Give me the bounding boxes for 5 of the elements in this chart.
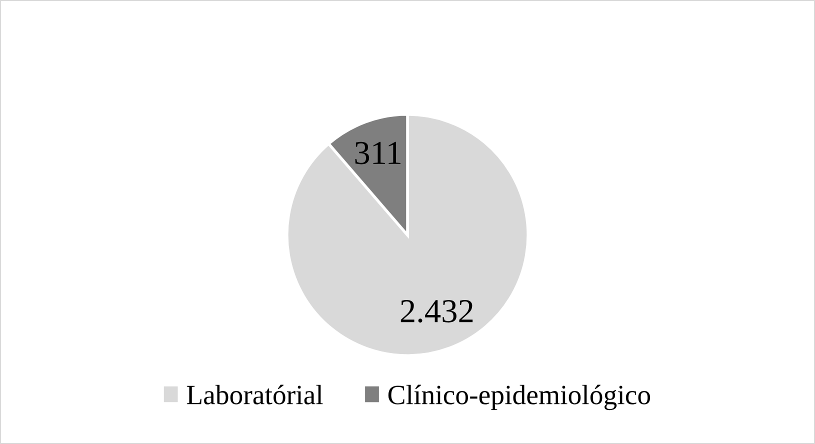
legend-label: Clínico-epidemiológico <box>388 384 650 410</box>
data-label: 2.432 <box>400 300 473 323</box>
pie-slice <box>286 113 530 357</box>
data-label: 311 <box>355 142 400 164</box>
legend-label: Laboratórial <box>186 384 323 404</box>
